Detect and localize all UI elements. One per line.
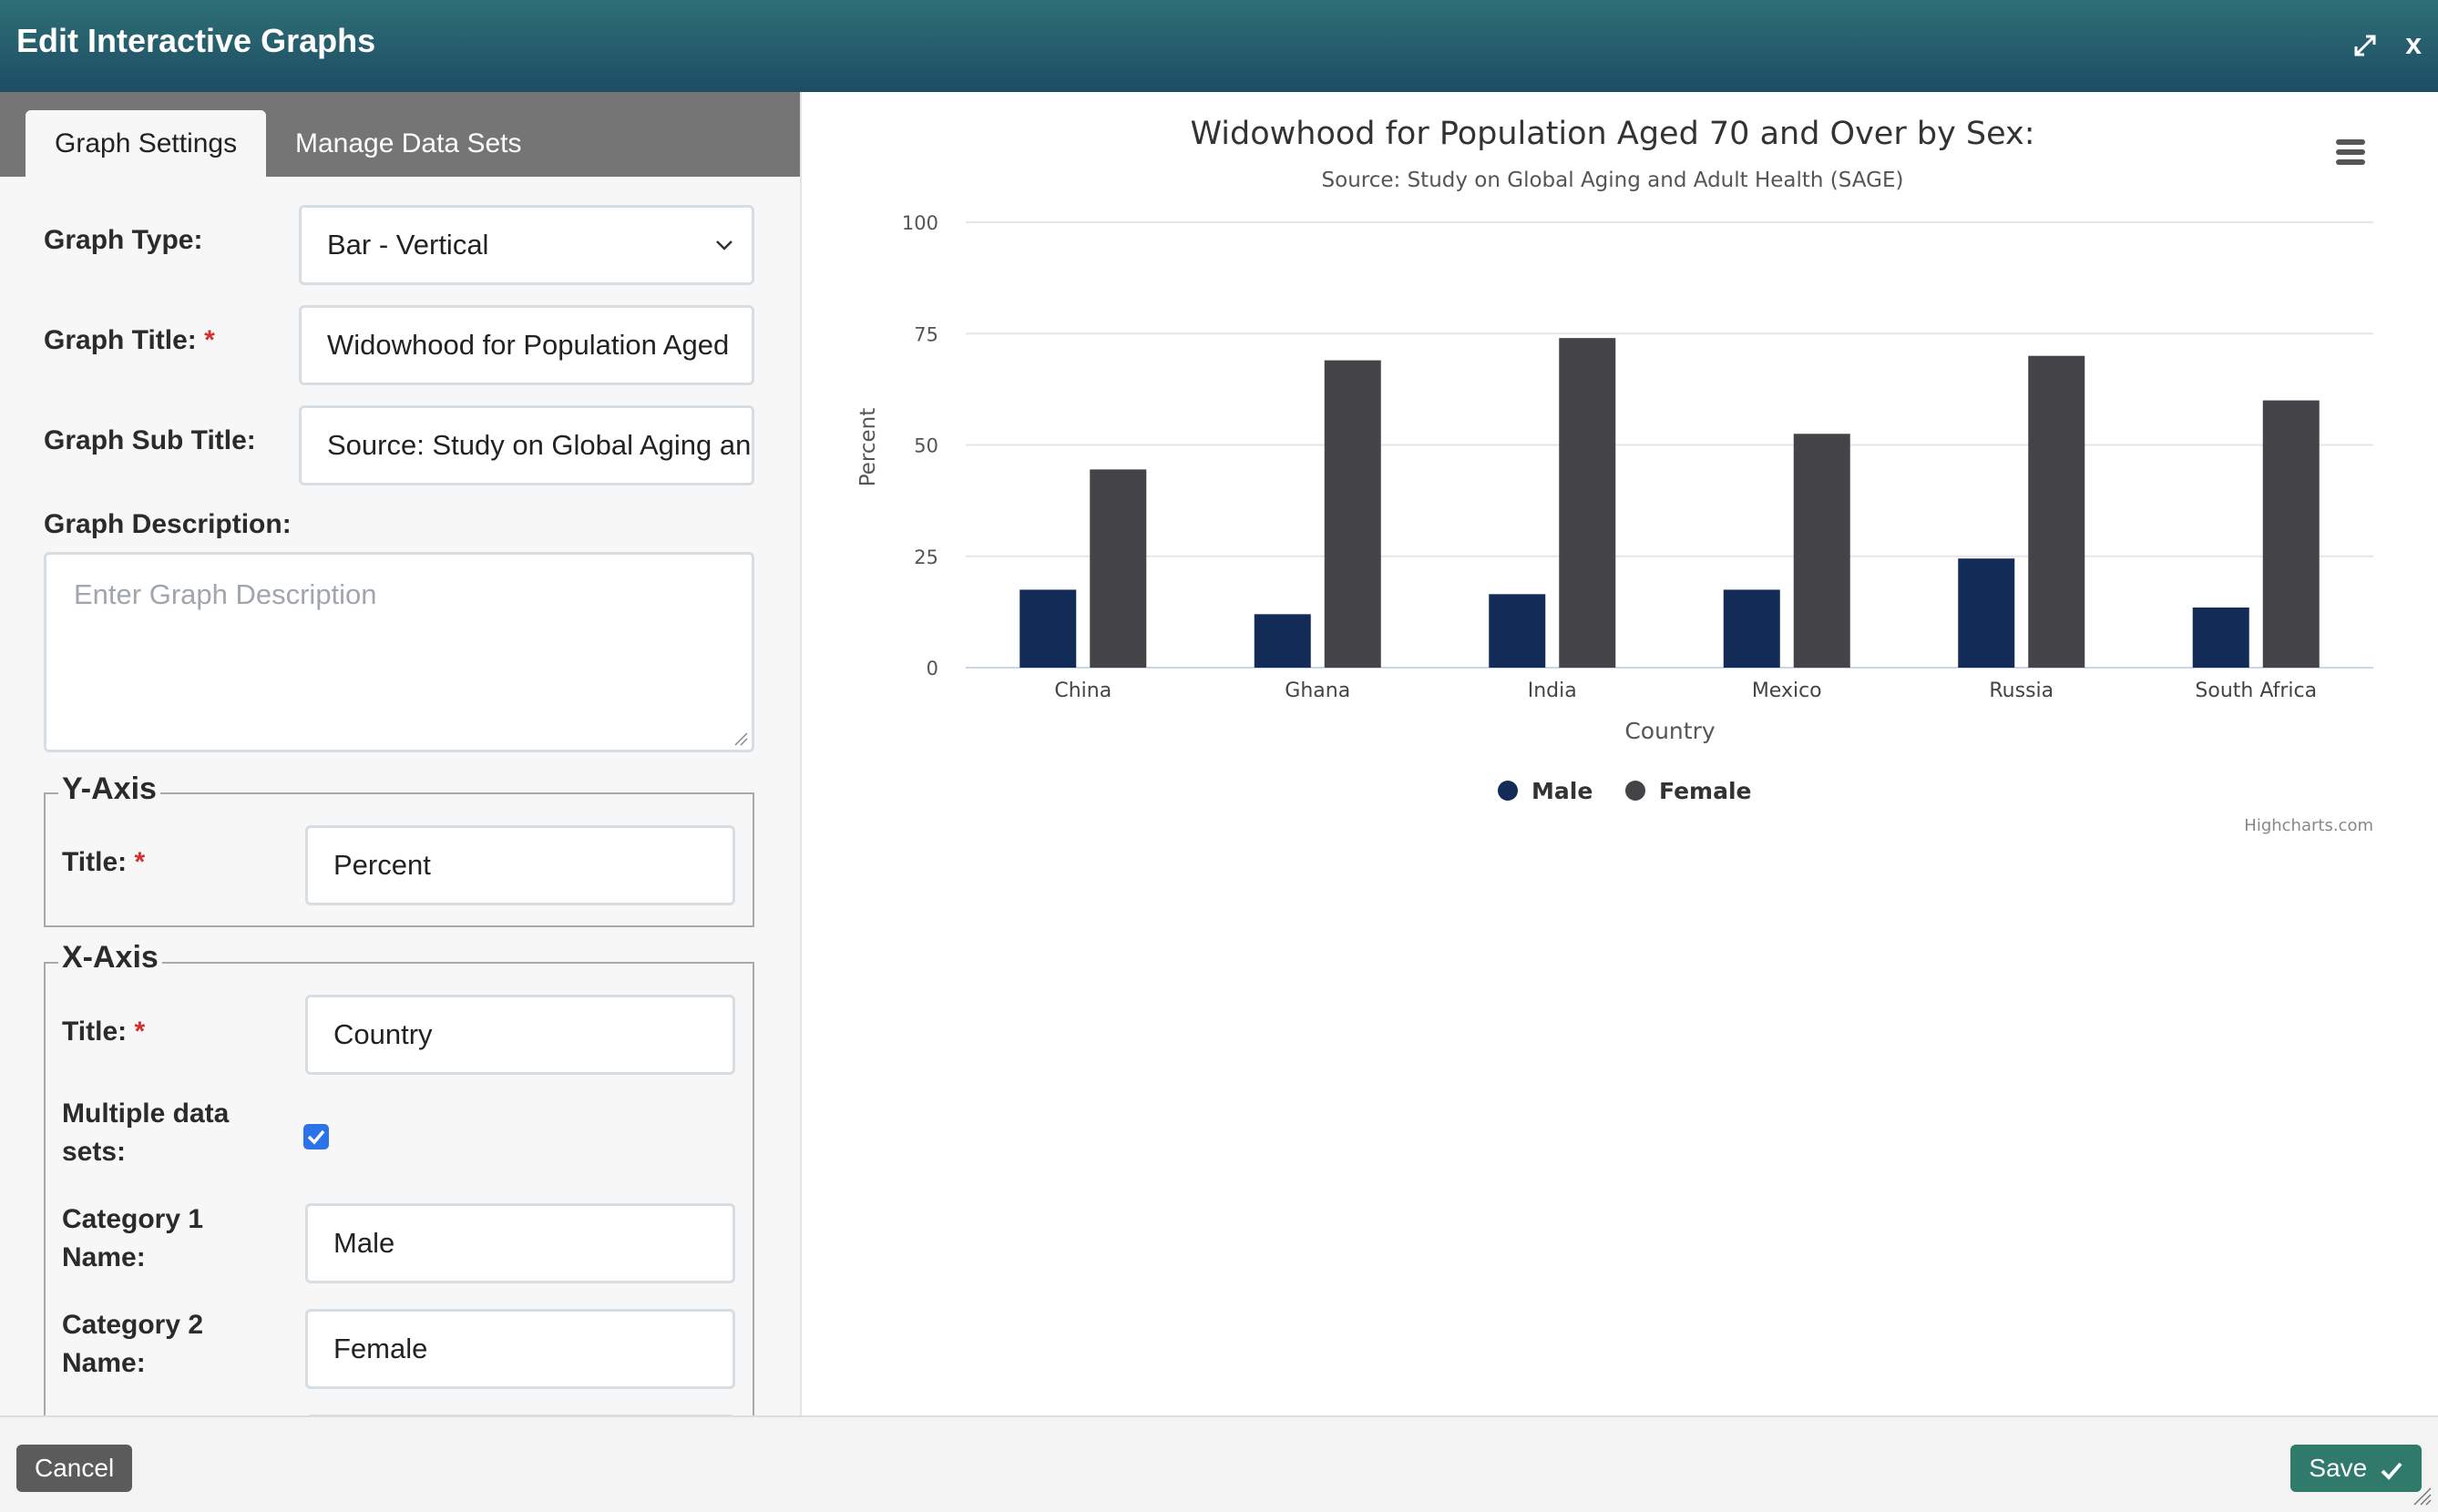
multiple-data-sets-label: Multiple data sets: xyxy=(62,1098,230,1167)
bar-chart: Widowhood for Population Aged 70 and Ove… xyxy=(856,116,2373,835)
graph-title-input[interactable]: Widowhood for Population Aged xyxy=(299,305,754,385)
legend-marker-male[interactable] xyxy=(1498,781,1518,801)
y-tick-label: 75 xyxy=(914,323,938,345)
graph-subtitle-input[interactable]: Source: Study on Global Aging and xyxy=(299,405,754,485)
highcharts-credit[interactable]: Highcharts.com xyxy=(2244,816,2373,835)
graph-description-label: Graph Description: xyxy=(44,509,292,539)
bar-male-south-africa[interactable] xyxy=(2192,607,2249,668)
expand-icon[interactable] xyxy=(2349,29,2382,62)
resize-grip-icon[interactable] xyxy=(2411,1485,2433,1507)
panel-divider xyxy=(800,92,802,1415)
y-axis-title-label: Title: * xyxy=(62,847,146,877)
graph-description-placeholder: Enter Graph Description xyxy=(74,578,377,610)
graph-title-label: Graph Title: * xyxy=(44,325,215,355)
y-tick-label: 25 xyxy=(914,547,938,568)
bar-female-south-africa[interactable] xyxy=(2262,400,2320,668)
dialog-title: Edit Interactive Graphs xyxy=(16,22,376,59)
y-tick-label: 0 xyxy=(927,658,938,679)
save-button[interactable]: Save xyxy=(2290,1445,2422,1492)
y-axis-title: Percent xyxy=(856,408,880,487)
y-tick-label: 50 xyxy=(914,435,938,457)
bar-male-russia[interactable] xyxy=(1958,558,2015,668)
x-tick-label: South Africa xyxy=(2195,679,2317,702)
x-tick-label: Ghana xyxy=(1285,679,1350,702)
graph-type-label: Graph Type: xyxy=(44,225,203,255)
chart-subtitle: Source: Study on Global Aging and Adult … xyxy=(1322,169,1904,192)
settings-panel: Graph Settings Manage Data Sets Graph Ty… xyxy=(0,92,801,1415)
legend-label-female[interactable]: Female xyxy=(1659,778,1751,804)
chevron-down-icon xyxy=(716,240,732,250)
cancel-button[interactable]: Cancel xyxy=(16,1445,133,1492)
y-axis-title-input[interactable]: Percent xyxy=(305,825,735,905)
bar-male-india[interactable] xyxy=(1489,594,1546,668)
checkmark-icon xyxy=(307,1129,325,1145)
x-axis-title-input[interactable]: Country xyxy=(305,995,735,1075)
category1-name-input[interactable]: Male xyxy=(305,1203,735,1283)
chart-title: Widowhood for Population Aged 70 and Ove… xyxy=(1190,116,2034,152)
x-axis-fieldset xyxy=(44,962,754,1415)
bar-male-mexico[interactable] xyxy=(1723,589,1780,668)
required-marker: * xyxy=(134,1017,146,1047)
dialog-header: Edit Interactive Graphs x xyxy=(0,0,2438,92)
x-axis-title: Country xyxy=(1624,718,1716,744)
graph-type-value: Bar - Vertical xyxy=(327,229,489,261)
category1-name-label: Category 1 Name: xyxy=(62,1204,204,1272)
bar-female-ghana[interactable] xyxy=(1324,360,1381,668)
category2-name-input[interactable]: Female xyxy=(305,1309,735,1389)
bar-female-china[interactable] xyxy=(1090,469,1147,668)
chart-panel: Widowhood for Population Aged 70 and Ove… xyxy=(802,92,2438,1415)
dialog-footer: Cancel Save xyxy=(0,1415,2438,1512)
x-tick-label: India xyxy=(1528,679,1577,702)
legend-label-male[interactable]: Male xyxy=(1531,778,1593,804)
x-axis-title-label: Title: * xyxy=(62,1017,146,1047)
graph-type-select[interactable]: Bar - Vertical xyxy=(299,205,754,285)
close-button[interactable]: x xyxy=(2405,27,2422,60)
chart-menu-icon[interactable] xyxy=(2336,139,2365,165)
tab-manage-data-sets[interactable]: Manage Data Sets xyxy=(295,128,522,158)
resize-grip-icon[interactable] xyxy=(732,730,748,746)
y-axis-legend: Y-Axis xyxy=(58,771,160,807)
legend-marker-female[interactable] xyxy=(1625,781,1645,801)
required-marker: * xyxy=(134,847,146,877)
bar-female-india[interactable] xyxy=(1559,338,1616,668)
required-marker: * xyxy=(204,325,215,355)
category2-name-label: Category 2 Name: xyxy=(62,1310,204,1378)
x-axis-legend: X-Axis xyxy=(58,940,162,976)
x-tick-label: Mexico xyxy=(1752,679,1822,702)
x-tick-label: China xyxy=(1054,679,1111,702)
graph-description-textarea[interactable]: Enter Graph Description xyxy=(44,552,754,752)
bar-male-china[interactable] xyxy=(1019,589,1077,668)
y-axis-fieldset xyxy=(44,792,754,927)
tab-bar: Graph Settings Manage Data Sets xyxy=(0,92,801,177)
graph-subtitle-label: Graph Sub Title: xyxy=(44,425,256,455)
checkmark-icon xyxy=(2381,1462,2402,1480)
multiple-data-sets-checkbox[interactable] xyxy=(303,1124,329,1149)
bar-female-mexico[interactable] xyxy=(1793,434,1850,668)
y-tick-label: 100 xyxy=(902,212,938,234)
x-tick-label: Russia xyxy=(1989,679,2054,702)
save-label: Save xyxy=(2309,1454,2368,1482)
bar-female-russia[interactable] xyxy=(2028,355,2085,668)
bar-male-ghana[interactable] xyxy=(1254,614,1311,668)
tab-graph-settings[interactable]: Graph Settings xyxy=(26,110,267,177)
